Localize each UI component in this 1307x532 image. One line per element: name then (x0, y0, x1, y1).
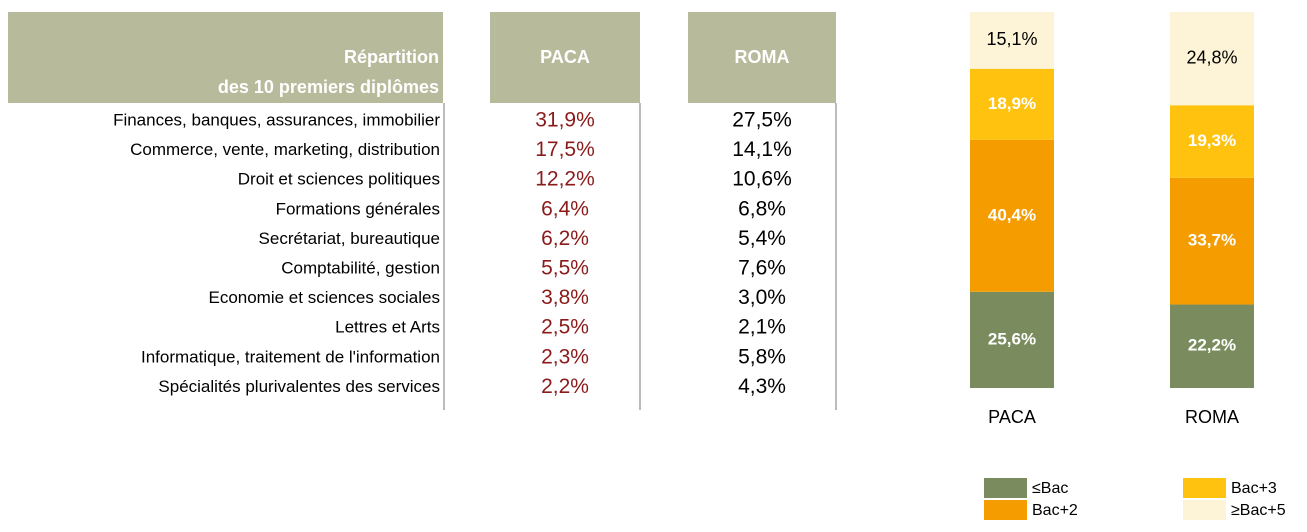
value-label: 24,8% (1186, 47, 1237, 67)
paca-value: 6,2% (541, 227, 589, 250)
row-label: Commerce, vente, marketing, distribution (130, 140, 440, 159)
row-label: Lettres et Arts (335, 318, 440, 337)
roma-value: 3,0% (738, 286, 786, 309)
legend-swatch (984, 500, 1027, 520)
legend-swatch (1183, 500, 1226, 520)
value-label: 19,3% (1188, 131, 1236, 150)
value-label: 15,1% (986, 29, 1037, 49)
row-label: Comptabilité, gestion (281, 258, 440, 277)
value-label: 22,2% (1188, 336, 1236, 355)
category-label: PACA (988, 407, 1036, 427)
row-label: Economie et sciences sociales (208, 288, 440, 307)
roma-value: 27,5% (732, 109, 792, 132)
legend-label: Bac+2 (1032, 502, 1078, 519)
value-label: 33,7% (1188, 231, 1236, 250)
paca-value: 3,8% (541, 286, 589, 309)
paca-value: 2,2% (541, 375, 589, 398)
roma-value: 2,1% (738, 316, 786, 339)
row-label: Finances, banques, assurances, immobilie… (113, 110, 440, 129)
roma-value: 4,3% (738, 375, 786, 398)
legend-label: Bac+3 (1231, 480, 1277, 497)
paca-value: 2,3% (541, 345, 589, 368)
row-label: Droit et sciences politiques (238, 170, 440, 189)
bar-segment (1170, 304, 1254, 388)
bar-segment (1170, 12, 1254, 106)
row-label: Informatique, traitement de l'informatio… (141, 347, 440, 366)
header-cell (8, 12, 443, 103)
legend-swatch (984, 478, 1027, 498)
paca-value: 31,9% (535, 109, 595, 132)
bar-segment (970, 12, 1054, 69)
header-col: PACA (540, 47, 590, 67)
bar-segment (1170, 105, 1254, 178)
bar-segment (970, 139, 1054, 292)
roma-value: 5,4% (738, 227, 786, 250)
roma-value: 14,1% (732, 138, 792, 161)
paca-value: 2,5% (541, 316, 589, 339)
row-label: Spécialités plurivalentes des services (158, 377, 440, 396)
header-col: ROMA (735, 47, 790, 67)
paca-value: 5,5% (541, 257, 589, 280)
bar-segment (970, 291, 1054, 388)
category-label: ROMA (1185, 407, 1239, 427)
paca-value: 6,4% (541, 197, 589, 220)
bar-segment (970, 68, 1054, 140)
value-label: 25,6% (988, 329, 1036, 348)
roma-value: 7,6% (738, 257, 786, 280)
roma-value: 5,8% (738, 345, 786, 368)
paca-value: 12,2% (535, 168, 595, 191)
value-label: 18,9% (988, 94, 1036, 113)
roma-value: 10,6% (732, 168, 792, 191)
row-label: Formations générales (276, 199, 440, 218)
bar-segment (1170, 177, 1254, 305)
legend-label: ≥Bac+5 (1231, 502, 1286, 519)
legend-label: ≤Bac (1032, 480, 1068, 497)
header-title: des 10 premiers diplômes (218, 77, 439, 97)
legend-swatch (1183, 478, 1226, 498)
paca-value: 17,5% (535, 138, 595, 161)
value-label: 40,4% (988, 205, 1036, 224)
header-cell (688, 12, 836, 103)
header-cell (490, 12, 640, 103)
row-label: Secrétariat, bureautique (259, 229, 440, 248)
roma-value: 6,8% (738, 197, 786, 220)
header-title: Répartition (344, 47, 439, 67)
